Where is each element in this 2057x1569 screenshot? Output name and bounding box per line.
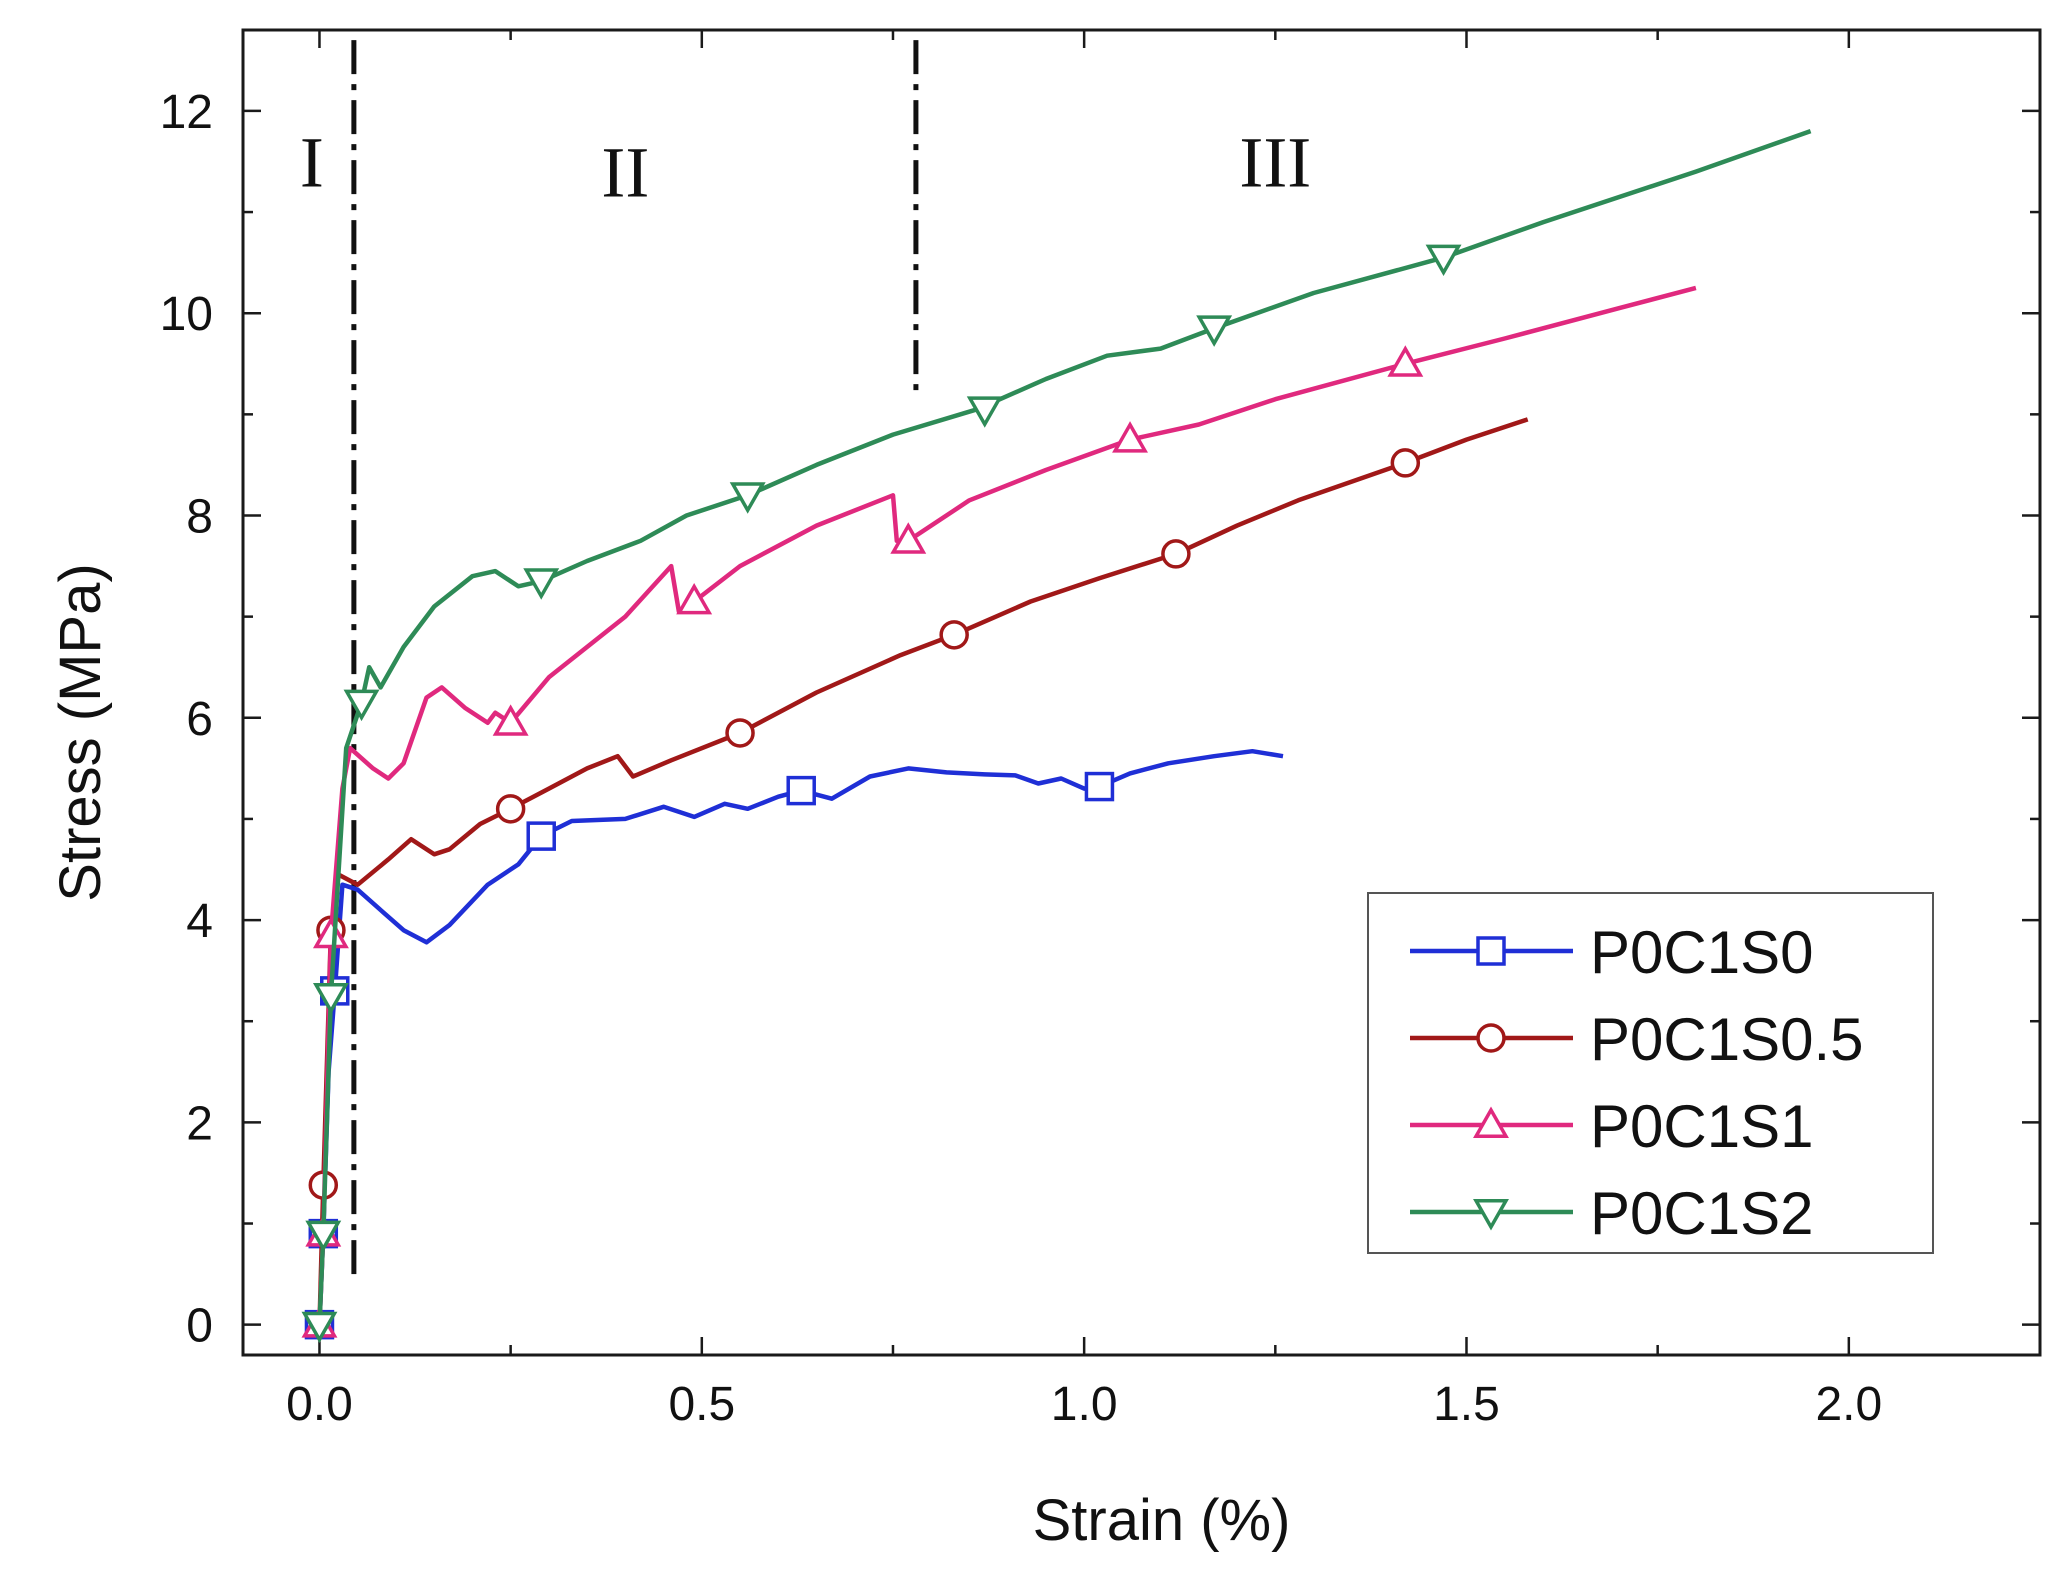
data-point-P0C1S1 — [676, 582, 713, 615]
legend-marker — [1473, 1106, 1509, 1138]
y-tick-label: 4 — [186, 895, 213, 948]
legend-label: P0C1S0.5 — [1590, 1006, 1864, 1073]
data-point-P0C1S0.5 — [495, 794, 526, 824]
series-line-P0C1S2 — [317, 128, 1812, 1325]
data-point-P0C1S0 — [526, 821, 556, 851]
x-tick-label: 2.0 — [1815, 1378, 1882, 1431]
y-tick-label: 12 — [160, 86, 213, 139]
x-tick-label: 1.5 — [1433, 1378, 1500, 1431]
x-axis-title: Strain (%) — [1033, 1488, 1291, 1553]
legend-marker — [1476, 936, 1506, 966]
data-point-P0C1S0 — [1084, 771, 1115, 802]
data-point-P0C1S2 — [301, 1311, 338, 1344]
region-label-3: III — [1239, 122, 1311, 202]
legend-item-P0C1S2: P0C1S2 — [1410, 1180, 1813, 1247]
data-point-P0C1S1 — [312, 916, 349, 949]
legend: P0C1S0 P0C1S0.5 P0C1S1 P0C1S2 — [1367, 892, 1934, 1254]
legend-item-P0C1S0.5: P0C1S0.5 — [1410, 1006, 1864, 1073]
legend-marker — [1473, 1199, 1509, 1231]
legend-marker — [1476, 1023, 1506, 1053]
plot-area-frame — [241, 28, 2042, 1357]
data-point-P0C1S0.5 — [1161, 539, 1191, 569]
x-tick-label: 0.5 — [668, 1378, 735, 1431]
y-tick-label: 10 — [160, 288, 213, 341]
y-tick-label: 2 — [186, 1097, 213, 1150]
x-tick-label: 0.0 — [286, 1378, 353, 1431]
series-P0C1S0.5 — [308, 417, 1529, 1325]
series-line-P0C1S0.5 — [317, 417, 1529, 1325]
data-point-P0C1S2 — [1196, 315, 1233, 347]
legend-item-P0C1S1: P0C1S1 — [1410, 1093, 1813, 1160]
y-tick-label: 8 — [186, 490, 213, 543]
data-point-P0C1S2 — [523, 568, 560, 600]
data-point-P0C1S0 — [786, 775, 816, 806]
data-point-P0C1S2 — [343, 689, 380, 722]
data-point-P0C1S2 — [305, 1220, 342, 1253]
data-point-P0C1S0.5 — [939, 620, 969, 650]
x-tick-label: 1.0 — [1051, 1378, 1118, 1431]
legend-label: P0C1S0 — [1590, 919, 1813, 986]
data-point-P0C1S1 — [890, 522, 927, 554]
data-point-P0C1S1 — [492, 704, 529, 736]
data-point-P0C1S0.5 — [1390, 448, 1421, 478]
y-tick-label: 6 — [186, 693, 213, 746]
series-line-P0C1S1 — [317, 285, 1697, 1325]
region-label-2: II — [601, 133, 649, 213]
region-label-1: I — [300, 122, 324, 202]
data-point-P0C1S2 — [1425, 244, 1462, 277]
data-point-P0C1S2 — [729, 482, 766, 514]
data-point-P0C1S2 — [312, 982, 349, 1015]
region-dividers — [351, 40, 919, 1275]
axis-ticks: 0.0 0.5 1.0 1.5 2.0 0 2 4 6 8 10 12 — [160, 30, 2040, 1431]
data-point-P0C1S1 — [1387, 345, 1424, 377]
data-point-P0C1S0.5 — [725, 718, 755, 748]
y-tick-label: 0 — [186, 1300, 213, 1353]
data-series — [301, 128, 1812, 1344]
data-point-P0C1S1 — [1112, 421, 1148, 453]
region-labels: I II III — [300, 122, 1311, 212]
y-axis-title: Stress (MPa) — [48, 563, 113, 901]
data-point-P0C1S2 — [966, 396, 1003, 428]
legend-item-P0C1S0: P0C1S0 — [1410, 919, 1813, 986]
series-P0C1S2 — [301, 128, 1812, 1344]
legend-label: P0C1S1 — [1590, 1093, 1813, 1160]
legend-label: P0C1S2 — [1590, 1180, 1813, 1247]
